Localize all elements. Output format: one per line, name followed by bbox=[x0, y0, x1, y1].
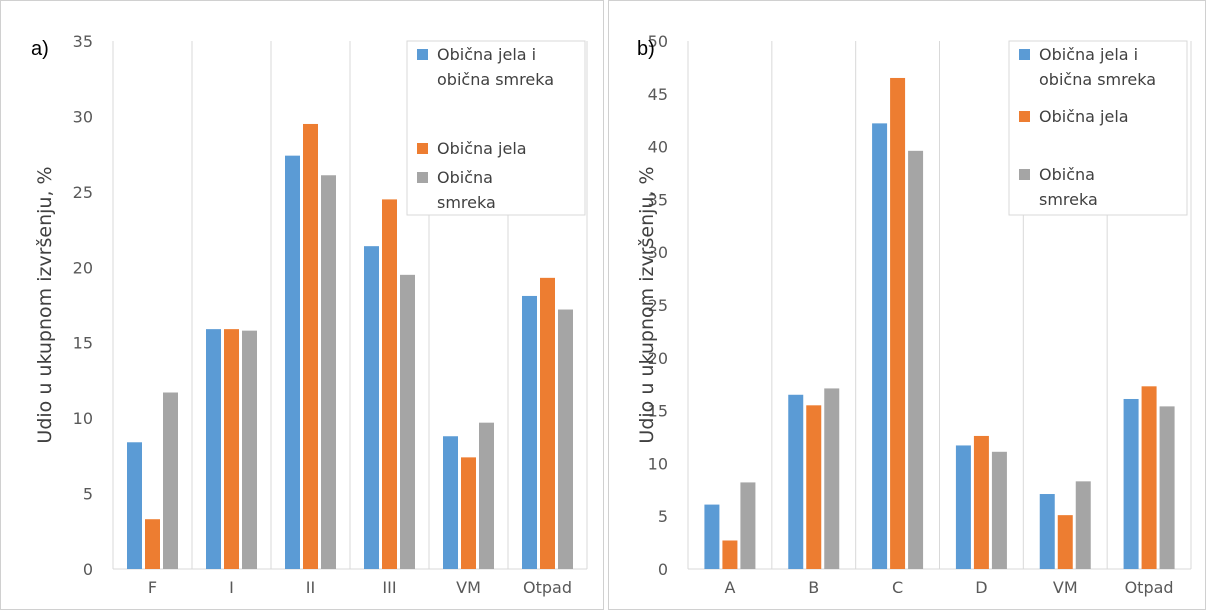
legend-label: Obična bbox=[437, 168, 493, 187]
y-tick-label: 40 bbox=[648, 138, 668, 157]
y-tick-label: 10 bbox=[648, 454, 668, 473]
bar bbox=[522, 295, 537, 569]
bar bbox=[382, 199, 397, 569]
bar bbox=[788, 394, 804, 569]
bar bbox=[285, 155, 300, 569]
bar bbox=[1159, 406, 1175, 569]
legend-label: obična smreka bbox=[437, 70, 554, 89]
legend-label: smreka bbox=[437, 193, 496, 212]
chart-panel-a: 0 5 10 15 20 25 30 35 F I II III VM Otpad Udio u ukupn… bbox=[0, 0, 604, 610]
legend-swatch bbox=[417, 49, 428, 60]
chart-panel-b: 0 5 10 15 20 25 30 35 40 45 50 A B C D VM Otpad Udio u uk… bbox=[608, 0, 1206, 610]
legend-swatch bbox=[417, 143, 428, 154]
legend-label: Obična jela bbox=[437, 139, 527, 158]
legend-label: Obična jela bbox=[1039, 107, 1129, 126]
legend-label: Obična jela i bbox=[437, 45, 536, 64]
bar bbox=[540, 277, 555, 569]
bar bbox=[163, 392, 178, 569]
bar bbox=[479, 422, 494, 569]
x-tick-label: A bbox=[724, 578, 735, 597]
y-tick-label: 25 bbox=[648, 296, 668, 315]
bar bbox=[127, 442, 142, 569]
panel-label: b) bbox=[637, 38, 655, 60]
y-tick-label: 0 bbox=[83, 560, 93, 579]
y-tick-label: 15 bbox=[73, 334, 93, 353]
bar bbox=[1039, 494, 1055, 569]
x-tick-label: C bbox=[892, 578, 903, 597]
y-tick-label: 5 bbox=[83, 485, 93, 504]
x-tick-label: Otpad bbox=[1125, 578, 1174, 597]
bar bbox=[145, 519, 160, 569]
legend-box bbox=[406, 40, 586, 216]
bar bbox=[955, 445, 971, 569]
x-tick-label: I bbox=[229, 578, 234, 597]
bar bbox=[704, 504, 720, 569]
bar-chart-b: 0 5 10 15 20 25 30 35 40 45 50 A B C D VM Otpad Udio u uk… bbox=[636, 32, 1192, 597]
legend-label: obična smreka bbox=[1039, 70, 1156, 89]
x-tick-label: Otpad bbox=[523, 578, 572, 597]
y-tick-label: 35 bbox=[648, 190, 668, 209]
y-tick-label: 0 bbox=[658, 560, 668, 579]
y-tick-label: 5 bbox=[658, 507, 668, 526]
bar bbox=[303, 123, 318, 569]
legend-swatch bbox=[1019, 111, 1030, 122]
legend-label: smreka bbox=[1039, 190, 1098, 209]
x-tick-label: D bbox=[975, 578, 987, 597]
y-tick-label: 20 bbox=[73, 258, 93, 277]
bar bbox=[890, 77, 906, 570]
legend-label: Obična jela i bbox=[1039, 45, 1138, 64]
bar bbox=[722, 540, 738, 569]
bar bbox=[908, 150, 924, 569]
legend-box bbox=[1008, 40, 1188, 216]
x-tick-label: III bbox=[382, 578, 396, 597]
bar bbox=[242, 330, 257, 569]
y-tick-label: 35 bbox=[73, 32, 93, 51]
bar bbox=[973, 435, 989, 569]
bar bbox=[740, 482, 756, 569]
y-axis-title: Udio u ukupnom izvršenju, % bbox=[636, 166, 658, 443]
bar bbox=[806, 405, 822, 569]
legend-swatch bbox=[1019, 49, 1030, 60]
x-tick-label: VM bbox=[456, 578, 481, 597]
legend-swatch bbox=[1019, 169, 1030, 180]
bar bbox=[364, 246, 379, 569]
x-tick-label: VM bbox=[1053, 578, 1078, 597]
bar bbox=[1141, 386, 1157, 569]
x-tick-label: B bbox=[808, 578, 819, 597]
bar bbox=[461, 457, 476, 569]
bar bbox=[206, 329, 221, 569]
y-tick-label: 30 bbox=[648, 243, 668, 262]
y-tick-label: 30 bbox=[73, 107, 93, 126]
y-tick-label: 50 bbox=[648, 32, 668, 51]
bar bbox=[1057, 515, 1073, 569]
legend-swatch bbox=[417, 172, 428, 183]
bar bbox=[558, 309, 573, 569]
bar bbox=[321, 175, 336, 569]
y-axis-title: Udio u ukupnom izvršenju, % bbox=[34, 166, 56, 443]
bar bbox=[872, 123, 888, 570]
legend-label: Obična bbox=[1039, 165, 1095, 184]
bar bbox=[991, 451, 1007, 569]
x-tick-label: F bbox=[148, 578, 157, 597]
x-tick-label: II bbox=[306, 578, 315, 597]
bar bbox=[224, 329, 239, 569]
y-tick-label: 10 bbox=[73, 409, 93, 428]
bar bbox=[1075, 481, 1091, 569]
bar bbox=[824, 388, 840, 569]
y-tick-label: 25 bbox=[73, 183, 93, 202]
bar bbox=[1123, 398, 1139, 569]
bar bbox=[443, 436, 458, 569]
bar bbox=[400, 274, 415, 569]
y-tick-label: 20 bbox=[648, 349, 668, 368]
y-tick-label: 15 bbox=[648, 402, 668, 421]
panel-label: a) bbox=[31, 38, 49, 60]
y-tick-label: 45 bbox=[648, 85, 668, 104]
